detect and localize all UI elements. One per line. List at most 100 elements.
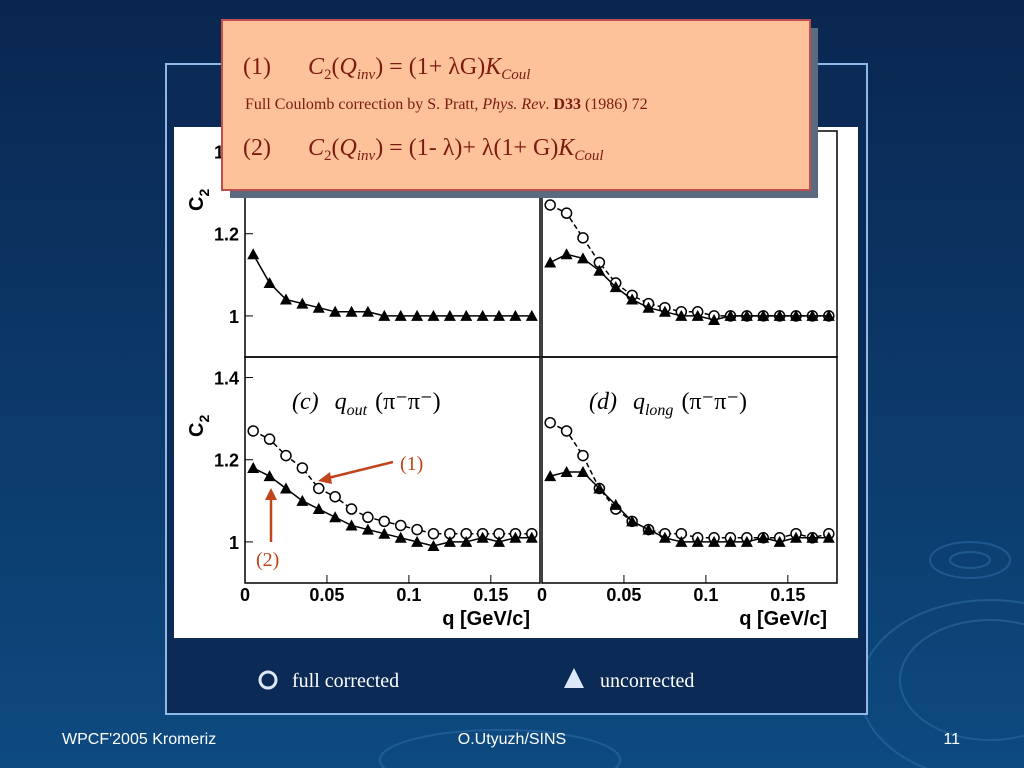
data-point <box>394 519 407 532</box>
data-point <box>263 277 276 289</box>
data-point <box>757 309 770 321</box>
data-point <box>658 531 671 543</box>
legend-marker <box>258 670 278 690</box>
panel-label-part: out <box>347 402 368 419</box>
x-tick-label: 0.15 <box>770 585 805 605</box>
data-point <box>280 449 292 462</box>
citation-part: Phys. Rev <box>481 96 546 113</box>
legend-label: uncorrected <box>600 670 694 692</box>
x-tick-label: 0 <box>240 585 250 605</box>
data-point <box>411 523 423 536</box>
data-point <box>806 531 819 543</box>
eq-part: ( <box>332 54 340 80</box>
eq-part: K <box>557 135 576 161</box>
data-point <box>247 425 259 437</box>
eq-part: inv <box>357 67 376 83</box>
data-point <box>279 293 292 305</box>
data-point <box>313 482 325 495</box>
panel-label: (c) qout (π⁻π⁻) <box>292 389 441 419</box>
data-point <box>560 248 573 260</box>
eq-part: K <box>484 54 503 80</box>
eq-part: Coul <box>574 148 603 164</box>
data-point <box>576 252 589 264</box>
data-point <box>577 449 589 462</box>
data-point <box>675 535 688 547</box>
data-point <box>577 232 589 244</box>
eq-part: ( <box>332 135 340 161</box>
arrow-head <box>318 472 332 484</box>
data-point <box>378 309 391 321</box>
panel-label-part: (d) <box>589 389 617 415</box>
data-point <box>626 515 639 527</box>
y-tick-label: 1 <box>229 533 239 553</box>
data-point <box>642 523 655 535</box>
data-point <box>691 535 704 547</box>
panel-label-part: q <box>335 389 347 415</box>
panel-label: (d) qlong (π⁻π⁻) <box>589 389 747 419</box>
data-point <box>773 535 786 547</box>
y-label-part: C <box>186 423 208 437</box>
data-point <box>593 482 606 494</box>
data-point <box>443 535 456 547</box>
equation: (2) C2(Qinv) = (1- λ)+ λ(1+ G)KCoul <box>243 135 604 164</box>
data-point <box>724 535 737 547</box>
data-point <box>708 535 721 547</box>
data-point <box>411 535 424 547</box>
data-point <box>822 309 835 321</box>
data-point <box>460 535 473 547</box>
x-tick-label: 0.1 <box>693 585 718 605</box>
eq-part: ) = (1- λ)+ λ(1+ G) <box>375 135 558 161</box>
y-axis-label: C2 <box>186 189 212 211</box>
data-point <box>822 531 835 543</box>
data-point <box>476 309 489 321</box>
data-point <box>525 531 538 543</box>
eq-part: C <box>308 54 325 80</box>
data-point <box>493 309 506 321</box>
data-point <box>790 531 803 543</box>
data-point <box>544 416 556 429</box>
data-point <box>378 527 391 539</box>
data-point <box>345 519 358 531</box>
citation-part: Full Coulomb correction by S. Pratt, <box>245 96 482 113</box>
data-point <box>675 309 688 321</box>
data-point <box>329 490 341 503</box>
panel-label-part: long <box>645 402 673 419</box>
data-point <box>544 470 557 482</box>
data-point <box>361 305 374 317</box>
eq-part: Q <box>340 54 357 80</box>
panel-label-part: (π⁻π⁻) <box>375 389 441 415</box>
figure <box>174 127 858 638</box>
data-point <box>296 297 309 309</box>
data-point <box>345 305 358 317</box>
data-point <box>263 470 276 482</box>
data-point <box>757 531 770 543</box>
x-tick-label: 0 <box>537 585 547 605</box>
data-point <box>493 535 506 547</box>
data-point <box>476 531 489 543</box>
data-point <box>560 425 573 437</box>
eq-part: Coul <box>501 67 530 83</box>
data-point <box>312 503 325 515</box>
data-point <box>642 301 655 313</box>
data-point <box>560 207 573 219</box>
y-tick-label: 1.4 <box>214 369 239 389</box>
x-tick-label: 0.05 <box>606 585 641 605</box>
data-point <box>443 309 456 321</box>
data-point <box>626 293 639 305</box>
data-point <box>724 309 737 321</box>
data-point <box>247 461 260 473</box>
y-label-part: C <box>186 197 208 211</box>
data-point <box>806 309 819 321</box>
data-point <box>394 309 407 321</box>
data-point <box>296 462 309 474</box>
data-point <box>329 511 342 523</box>
data-point <box>361 523 374 535</box>
data-point <box>312 301 325 313</box>
legend-label: full corrected <box>292 670 399 692</box>
x-axis-label: q [GeV/c] <box>739 608 827 630</box>
footer: WPCF'2005 Kromeriz O.Utyuzh/SINS 11 <box>62 731 960 748</box>
data-point <box>427 309 440 321</box>
data-point <box>263 433 276 445</box>
